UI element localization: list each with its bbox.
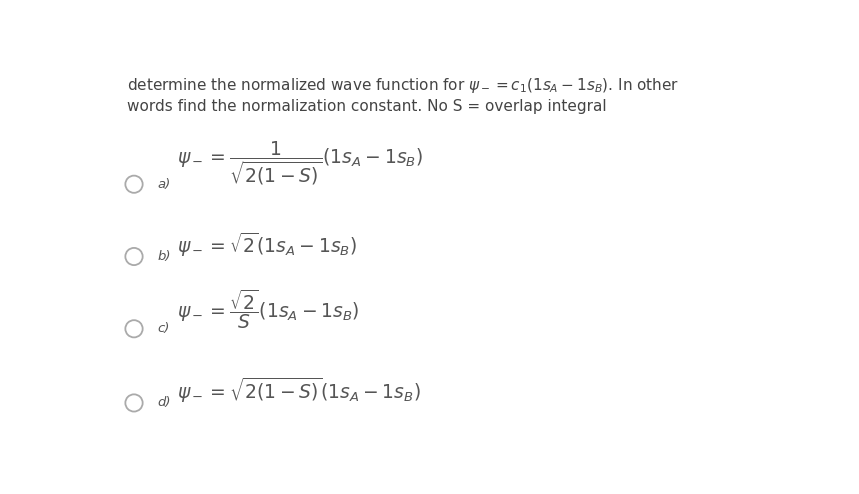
Text: c): c) <box>157 322 170 335</box>
Text: $\psi_- = \sqrt{2(1-S)}\left(1s_A - 1s_B\right)$: $\psi_- = \sqrt{2(1-S)}\left(1s_A - 1s_B… <box>177 376 421 406</box>
Text: $\psi_- = \dfrac{\sqrt{2}}{S}\left(1s_A - 1s_B\right)$: $\psi_- = \dfrac{\sqrt{2}}{S}\left(1s_A … <box>177 288 360 331</box>
Text: a): a) <box>157 178 171 191</box>
Text: determine the normalized wave function for $\psi_- = c_1(1s_A - 1s_B)$. In other: determine the normalized wave function f… <box>127 77 679 95</box>
Text: $\psi_- = \dfrac{1}{\sqrt{2(1-S)}}\left(1s_A - 1s_B\right)$: $\psi_- = \dfrac{1}{\sqrt{2(1-S)}}\left(… <box>177 140 423 187</box>
Text: d): d) <box>157 397 171 410</box>
Text: b): b) <box>157 250 171 263</box>
Text: words find the normalization constant. No S = overlap integral: words find the normalization constant. N… <box>127 99 607 114</box>
Text: $\psi_- = \sqrt{2}\left(1s_A - 1s_B\right)$: $\psi_- = \sqrt{2}\left(1s_A - 1s_B\righ… <box>177 231 357 259</box>
